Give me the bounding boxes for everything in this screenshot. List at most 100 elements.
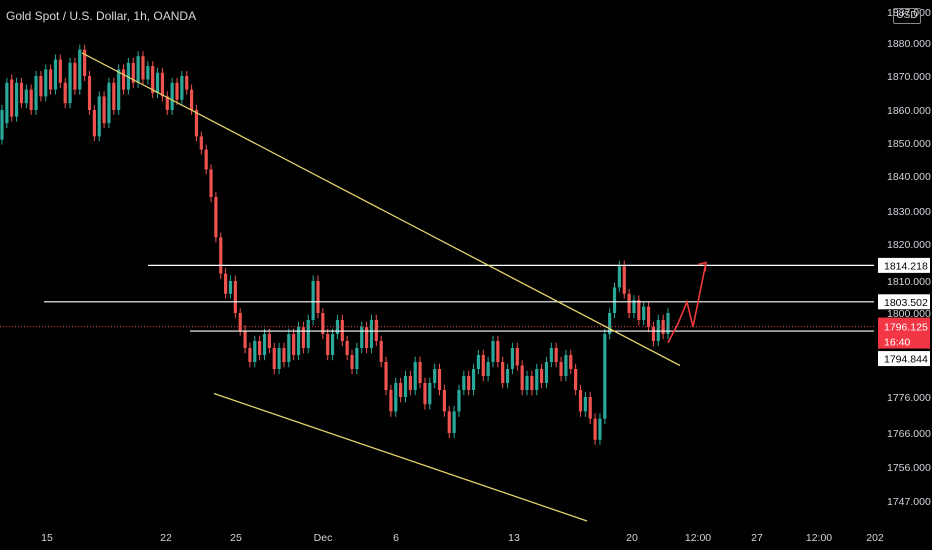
candle-body xyxy=(10,79,14,117)
candle xyxy=(515,342,519,371)
candle xyxy=(141,51,145,85)
candle xyxy=(5,77,9,129)
candle-body xyxy=(651,327,656,341)
candle-body xyxy=(321,313,325,334)
candle xyxy=(73,57,77,95)
candle xyxy=(447,406,451,439)
descending-resistance-trendline[interactable] xyxy=(81,52,681,367)
candle xyxy=(476,349,481,375)
price-tick-label: 1830.000 xyxy=(887,206,931,218)
candle-body xyxy=(564,355,568,376)
price-tick-label: 1870.000 xyxy=(887,71,931,83)
candle-body xyxy=(189,89,194,110)
candle-body xyxy=(170,82,174,110)
descending-support-trendline[interactable] xyxy=(213,392,588,522)
candle-body xyxy=(165,96,169,110)
level-label-support-text: 1794.844 xyxy=(884,354,928,366)
candle-body xyxy=(520,365,524,390)
candle xyxy=(87,71,92,115)
candle-body xyxy=(68,62,72,104)
candle-body xyxy=(403,376,408,397)
level-label-middle-text: 1803.502 xyxy=(884,297,928,309)
candle xyxy=(316,275,320,319)
candle xyxy=(418,356,422,389)
candle xyxy=(389,384,393,417)
candle-body xyxy=(510,348,515,369)
candle xyxy=(29,84,33,115)
time-tick-label: 6 xyxy=(393,532,399,544)
candle xyxy=(384,356,388,396)
time-axis[interactable]: 15 22 25 Dec 6 13 20 12:00 27 12:00 202 xyxy=(41,532,884,544)
candle-body xyxy=(185,76,189,90)
candle xyxy=(486,356,490,382)
candle xyxy=(44,64,48,102)
candle-body xyxy=(646,306,651,327)
candle xyxy=(10,74,14,122)
candle-body xyxy=(433,369,437,383)
currency-button[interactable]: USD xyxy=(893,8,921,24)
candle-body xyxy=(301,327,306,348)
current-price-badge: 1796.125 16:40 xyxy=(878,317,930,349)
candle xyxy=(345,335,349,361)
candle-body xyxy=(282,348,286,362)
candle-body xyxy=(0,110,4,140)
candle xyxy=(491,335,495,368)
candle-body xyxy=(199,136,203,150)
candle-body xyxy=(442,390,446,412)
candle-body xyxy=(593,418,597,440)
candle xyxy=(126,57,130,95)
candle-body xyxy=(544,362,549,383)
candle xyxy=(233,275,237,319)
candle xyxy=(180,71,184,105)
candle-body xyxy=(87,76,92,110)
candle-body xyxy=(287,334,291,362)
candle-body xyxy=(569,355,573,369)
candle xyxy=(296,321,301,361)
candle xyxy=(321,308,325,340)
candle xyxy=(151,61,155,99)
price-tick-label: 1880.000 xyxy=(887,38,931,50)
candle xyxy=(525,370,529,396)
price-tick-label: 1756.000 xyxy=(887,462,931,474)
candle xyxy=(68,57,72,109)
candle xyxy=(481,349,485,382)
candle xyxy=(306,314,310,354)
candle-body xyxy=(292,334,296,355)
candle-body xyxy=(34,76,38,110)
candle xyxy=(262,328,267,361)
time-tick-label: 13 xyxy=(508,532,520,544)
candle-body xyxy=(515,348,519,366)
candle-body xyxy=(496,341,500,362)
candle-body xyxy=(141,56,145,80)
candle xyxy=(603,328,607,424)
candle xyxy=(496,335,500,368)
candle-body xyxy=(603,334,607,419)
candle-body xyxy=(306,320,310,348)
candle xyxy=(394,377,398,417)
candle-body xyxy=(136,56,140,83)
candle xyxy=(63,77,67,109)
candle xyxy=(39,71,43,102)
candle xyxy=(403,370,408,403)
candle-body xyxy=(578,390,583,412)
candle xyxy=(501,356,505,389)
candle-body xyxy=(126,62,130,90)
candle-body xyxy=(481,355,485,376)
projection-path[interactable] xyxy=(667,262,707,344)
candle-body xyxy=(486,362,490,376)
time-tick-label: 25 xyxy=(230,532,242,544)
candle-body xyxy=(58,59,62,83)
candle-body xyxy=(5,82,9,124)
candle xyxy=(510,342,515,375)
candle-body xyxy=(63,82,67,104)
candle-body xyxy=(462,376,466,390)
candle xyxy=(598,413,602,445)
candle xyxy=(311,275,315,326)
candle-body xyxy=(423,383,427,405)
candle-body xyxy=(267,334,271,348)
price-tick-label: 1766.000 xyxy=(887,428,931,440)
candle-body xyxy=(642,306,646,320)
candle xyxy=(214,191,218,243)
price-axis[interactable]: 1887.000 1880.000 1870.000 1860.000 1850.000… xyxy=(875,0,932,550)
